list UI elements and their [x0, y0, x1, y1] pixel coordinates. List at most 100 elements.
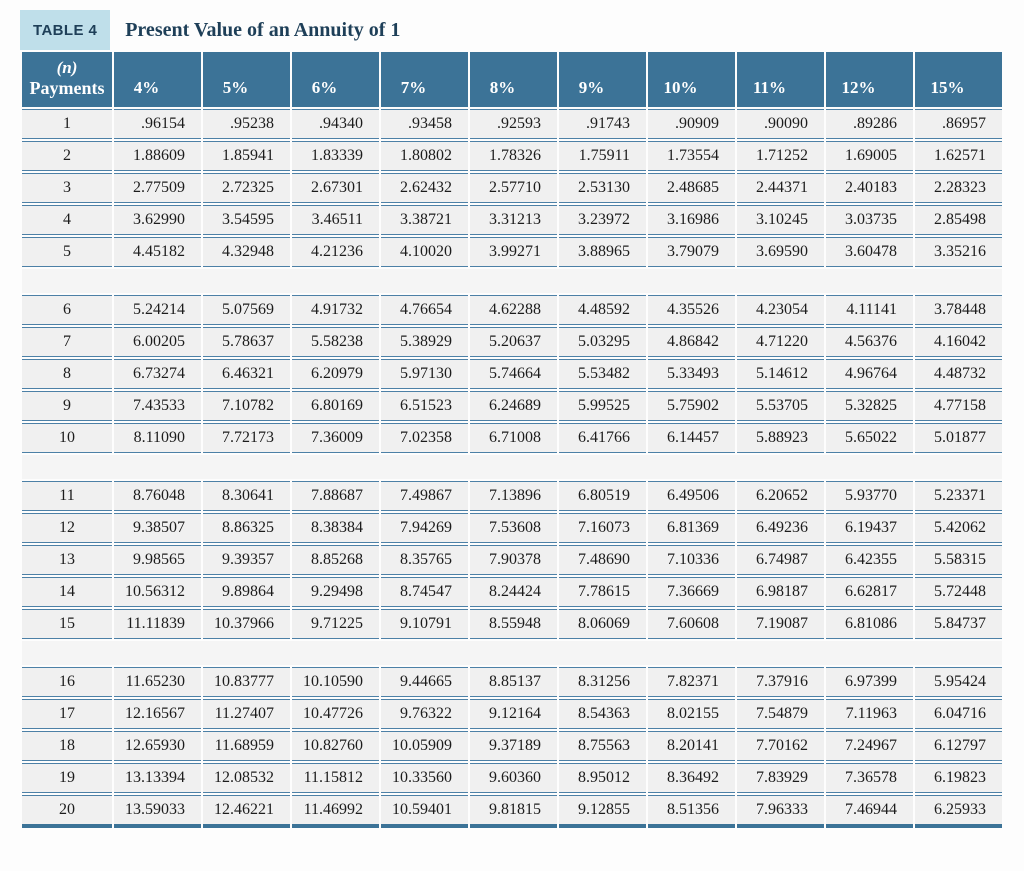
value-cell: 1.85941 [203, 141, 290, 171]
value-cell: 9.12164 [470, 699, 557, 729]
value-cell: 8.54363 [559, 699, 646, 729]
value-cell: .95238 [203, 109, 290, 139]
value-cell: 3.35216 [915, 237, 1002, 267]
value-cell: 8.85268 [292, 545, 379, 575]
value-cell: 8.75563 [559, 731, 646, 761]
value-cell: 5.84737 [915, 609, 1002, 639]
value-cell: 8.02155 [648, 699, 735, 729]
payments-cell: 2 [22, 141, 112, 171]
payments-cell: 20 [22, 795, 112, 828]
table-title: Present Value of an Annuity of 1 [125, 18, 401, 41]
value-cell: .94340 [292, 109, 379, 139]
value-cell: 6.80519 [559, 481, 646, 511]
value-cell: 6.12797 [915, 731, 1002, 761]
value-cell: 9.60360 [470, 763, 557, 793]
value-cell: 1.62571 [915, 141, 1002, 171]
value-cell: 2.44371 [737, 173, 824, 203]
column-header-4pct: 4% [114, 52, 201, 107]
value-cell: 7.72173 [203, 423, 290, 453]
spacer-row [22, 641, 1002, 665]
value-cell: 4.35526 [648, 295, 735, 325]
value-cell: 1.78326 [470, 141, 557, 171]
value-cell: 3.54595 [203, 205, 290, 235]
table-row: 13 9.98565 9.39357 8.85268 8.35765 7.90378 7.4… [22, 545, 1002, 575]
value-cell: 5.23371 [915, 481, 1002, 511]
value-cell: 3.03735 [826, 205, 913, 235]
value-cell: 7.90378 [470, 545, 557, 575]
value-cell: 5.20637 [470, 327, 557, 357]
value-cell: 5.65022 [826, 423, 913, 453]
value-cell: 7.36669 [648, 577, 735, 607]
value-cell: 3.69590 [737, 237, 824, 267]
table-row: 9 7.43533 7.10782 6.80169 6.51523 6.24689 5.99… [22, 391, 1002, 421]
value-cell: 4.45182 [114, 237, 201, 267]
value-cell: 6.81086 [826, 609, 913, 639]
payments-cell: 8 [22, 359, 112, 389]
value-cell: 12.65930 [114, 731, 201, 761]
value-cell: 4.11141 [826, 295, 913, 325]
value-cell: 10.10590 [292, 667, 379, 697]
value-cell: 7.78615 [559, 577, 646, 607]
spacer-cell [22, 455, 1002, 479]
value-cell: 8.74547 [381, 577, 468, 607]
value-cell: 4.21236 [292, 237, 379, 267]
table-title-bar: TABLE 4 Present Value of an Annuity of 1 [20, 10, 1004, 50]
table-row: 5 4.45182 4.32948 4.21236 4.10020 3.99271 3.88… [22, 237, 1002, 267]
value-cell: 5.72448 [915, 577, 1002, 607]
value-cell: 5.74664 [470, 359, 557, 389]
column-header-15pct: 15% [915, 52, 1002, 107]
column-header-12pct: 12% [826, 52, 913, 107]
column-header-6pct: 6% [292, 52, 379, 107]
payments-cell: 14 [22, 577, 112, 607]
value-cell: 7.19087 [737, 609, 824, 639]
value-cell: 13.13394 [114, 763, 201, 793]
column-header-9pct: 9% [559, 52, 646, 107]
table-row: 4 3.62990 3.54595 3.46511 3.38721 3.31213 3.23… [22, 205, 1002, 235]
value-cell: 6.42355 [826, 545, 913, 575]
value-cell: 9.89864 [203, 577, 290, 607]
value-cell: 8.51356 [648, 795, 735, 828]
value-cell: 11.46992 [292, 795, 379, 828]
header-row: (n) Payments 4% 5% 6% 7% 8% 9% 10% 11% 12% 15% [22, 52, 1002, 107]
value-cell: 2.72325 [203, 173, 290, 203]
value-cell: 8.11090 [114, 423, 201, 453]
value-cell: 4.48592 [559, 295, 646, 325]
value-cell: 6.98187 [737, 577, 824, 607]
value-cell: .92593 [470, 109, 557, 139]
payments-cell: 12 [22, 513, 112, 543]
table-row: 10 8.11090 7.72173 7.36009 7.02358 6.71008 6.4… [22, 423, 1002, 453]
value-cell: 10.47726 [292, 699, 379, 729]
value-cell: 7.94269 [381, 513, 468, 543]
value-cell: 7.24967 [826, 731, 913, 761]
table-row: 18 12.65930 11.68959 10.82760 10.05909 9.3718… [22, 731, 1002, 761]
value-cell: 4.16042 [915, 327, 1002, 357]
value-cell: .89286 [826, 109, 913, 139]
table-label-badge: TABLE 4 [20, 10, 111, 50]
value-cell: 8.76048 [114, 481, 201, 511]
value-cell: 6.19823 [915, 763, 1002, 793]
value-cell: 8.86325 [203, 513, 290, 543]
spacer-cell [22, 269, 1002, 293]
table-header: (n) Payments 4% 5% 6% 7% 8% 9% 10% 11% 12% 15% [22, 52, 1002, 107]
value-cell: 5.33493 [648, 359, 735, 389]
value-cell: 5.78637 [203, 327, 290, 357]
value-cell: 4.71220 [737, 327, 824, 357]
value-cell: 9.98565 [114, 545, 201, 575]
column-header-11pct: 11% [737, 52, 824, 107]
value-cell: 11.27407 [203, 699, 290, 729]
table-row: 20 13.59033 12.46221 11.46992 10.59401 9.8181… [22, 795, 1002, 828]
column-header-payments: (n) Payments [22, 52, 112, 107]
value-cell: 6.97399 [826, 667, 913, 697]
table-row: 15 11.11839 10.37966 9.71225 9.10791 8.55948 8… [22, 609, 1002, 639]
value-cell: 6.49506 [648, 481, 735, 511]
value-cell: 3.88965 [559, 237, 646, 267]
payments-cell: 7 [22, 327, 112, 357]
value-cell: 2.85498 [915, 205, 1002, 235]
value-cell: 11.68959 [203, 731, 290, 761]
value-cell: 7.43533 [114, 391, 201, 421]
value-cell: 1.83339 [292, 141, 379, 171]
value-cell: 7.49867 [381, 481, 468, 511]
value-cell: 6.20979 [292, 359, 379, 389]
value-cell: 3.31213 [470, 205, 557, 235]
value-cell: 7.88687 [292, 481, 379, 511]
